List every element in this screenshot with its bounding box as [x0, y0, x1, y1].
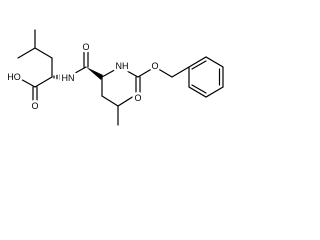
bold-wedge [86, 67, 103, 80]
atom-label: O [151, 61, 158, 71]
structure-diagram: HO O HN O NH O O [5, 29, 224, 126]
bond [117, 95, 135, 107]
atom-label: O [82, 42, 89, 52]
bond [16, 76, 36, 88]
bond [119, 66, 139, 78]
bond [101, 95, 119, 107]
benzene-ring [188, 56, 224, 98]
bonds [16, 29, 224, 126]
hashed-wedge [53, 73, 64, 81]
bond [171, 66, 190, 78]
bond [101, 66, 121, 78]
atom-label: NH [116, 61, 129, 71]
atom-label: O [31, 101, 38, 111]
atom-label: HN [62, 73, 75, 83]
atom-label: O [134, 93, 141, 103]
atom-labels: HO O HN O NH O O [5, 40, 161, 114]
bond [67, 66, 87, 78]
bond [34, 47, 53, 59]
bond [137, 66, 156, 78]
bond [191, 84, 207, 94]
bond [191, 60, 207, 70]
bond [154, 66, 173, 78]
bond [17, 47, 36, 59]
bond [34, 76, 53, 88]
atom-label: HO [7, 72, 21, 82]
